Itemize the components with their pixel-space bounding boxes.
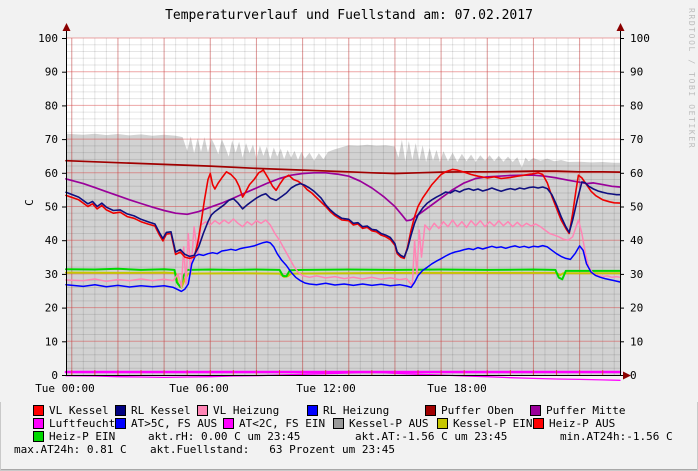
legend-label: Heiz-P AUS bbox=[549, 417, 616, 430]
svg-text:80: 80 bbox=[630, 99, 643, 112]
legend-label: AT<2C, FS EIN bbox=[239, 417, 326, 430]
legend-swatch bbox=[33, 431, 44, 442]
svg-text:70: 70 bbox=[45, 133, 58, 146]
legend-row: Heiz-P EIN akt.rH: 0.00 C um 23:45 akt.AT:… bbox=[0, 430, 698, 443]
legend-swatch bbox=[437, 418, 448, 429]
legend-label: RL Heizung bbox=[323, 404, 390, 417]
svg-text:0: 0 bbox=[630, 369, 637, 382]
legend-label: VL Heizung bbox=[213, 404, 280, 417]
legend-label: akt.rH: 0.00 C um 23:45 bbox=[148, 430, 301, 443]
svg-text:40: 40 bbox=[630, 234, 643, 247]
legend-item: Puffer Mitte bbox=[530, 404, 625, 417]
legend-label: Kessel-P AUS bbox=[349, 417, 429, 430]
legend-stat: akt.AT:-1.56 C um 23:45 bbox=[355, 430, 507, 443]
chart-legend: VL Kessel RL Kessel VL Heizung RL Heizung Pu… bbox=[0, 404, 698, 460]
svg-text:90: 90 bbox=[45, 66, 58, 79]
svg-text:20: 20 bbox=[630, 302, 643, 315]
svg-text:50: 50 bbox=[45, 201, 58, 214]
legend-item: AT>5C, FS AUS bbox=[115, 417, 217, 430]
hour-ticks bbox=[71, 370, 604, 375]
legend-swatch bbox=[425, 405, 436, 416]
series-vl_kessel bbox=[65, 168, 621, 260]
legend-label: max.AT24h: 0.81 C bbox=[14, 443, 127, 456]
legend-item: Heiz-P AUS bbox=[533, 417, 615, 430]
grid-major bbox=[66, 37, 620, 375]
chart-title: Temperaturverlauf und Fuellstand am: 07.… bbox=[165, 8, 533, 23]
series-rl_heizung bbox=[65, 241, 621, 293]
series-fuellstand bbox=[66, 133, 620, 375]
legend-label: Puffer Oben bbox=[441, 404, 514, 417]
axes bbox=[62, 30, 624, 376]
x-axis-label: Tue 18:00 bbox=[427, 382, 487, 395]
legend-swatch bbox=[115, 405, 126, 416]
legend-swatch bbox=[333, 418, 344, 429]
legend-swatch bbox=[530, 405, 541, 416]
legend-row: VL Kessel RL Kessel VL Heizung RL Heizung Pu… bbox=[0, 404, 698, 417]
legend-swatch bbox=[115, 418, 126, 429]
svg-text:80: 80 bbox=[45, 99, 58, 112]
x-axis-label: Tue 00:00 bbox=[35, 382, 95, 395]
svg-text:70: 70 bbox=[630, 133, 643, 146]
legend-item: VL Heizung bbox=[197, 404, 279, 417]
legend-swatch bbox=[223, 418, 234, 429]
legend-label: Kessel-P EIN bbox=[453, 417, 533, 430]
svg-text:60: 60 bbox=[630, 167, 643, 180]
series-aussentemperatur bbox=[65, 371, 621, 381]
legend-item: AT<2C, FS EIN bbox=[223, 417, 325, 430]
legend-item: Luftfeuchte bbox=[33, 417, 122, 430]
legend-item: Heiz-P EIN bbox=[33, 430, 115, 443]
legend-item: VL Kessel bbox=[33, 404, 109, 417]
series-puffer_oben bbox=[65, 159, 621, 175]
chart-canvas: 0 0 10 10 20 20 30 30 40 40 50 50 60 60 70 70 80 80 90 90 10… bbox=[35, 23, 650, 395]
legend-item: RL Heizung bbox=[307, 404, 389, 417]
series-vl_heizung bbox=[65, 218, 621, 289]
legend-swatch bbox=[533, 418, 544, 429]
legend-label: akt.Fuellstand: 63 Prozent um 23:45 bbox=[150, 443, 396, 456]
svg-text:90: 90 bbox=[630, 66, 643, 79]
y-axis-unit-label: C bbox=[22, 199, 36, 206]
legend-stat: min.AT24h:-1.56 C bbox=[560, 430, 673, 443]
legend-label: RL Kessel bbox=[131, 404, 191, 417]
legend-label: Heiz-P EIN bbox=[49, 430, 116, 443]
svg-text:40: 40 bbox=[45, 234, 58, 247]
legend-item: Kessel-P AUS bbox=[333, 417, 428, 430]
rrdtool-watermark: RRDTOOL / TOBI OETIKER bbox=[687, 8, 696, 150]
svg-text:30: 30 bbox=[630, 268, 643, 281]
series-heizp_ein bbox=[65, 267, 621, 288]
legend-label: akt.AT:-1.56 C um 23:45 bbox=[355, 430, 508, 443]
legend-swatch bbox=[307, 405, 318, 416]
series-rl_kessel bbox=[65, 181, 621, 258]
svg-text:20: 20 bbox=[45, 302, 58, 315]
legend-item: Puffer Oben bbox=[425, 404, 514, 417]
legend-label: AT>5C, FS AUS bbox=[131, 417, 218, 430]
svg-text:30: 30 bbox=[45, 268, 58, 281]
legend-stat: akt.Fuellstand: 63 Prozent um 23:45 bbox=[150, 443, 395, 456]
legend-stat: akt.rH: 0.00 C um 23:45 bbox=[148, 430, 300, 443]
svg-text:50: 50 bbox=[630, 201, 643, 214]
legend-label: Puffer Mitte bbox=[546, 404, 626, 417]
legend-swatch bbox=[197, 405, 208, 416]
axis-labels: 0 0 10 10 20 20 30 30 40 40 50 50 60 60 70 70 80 80 90 90 10… bbox=[35, 32, 650, 395]
legend-stat: max.AT24h: 0.81 C bbox=[14, 443, 127, 456]
legend-swatch bbox=[33, 405, 44, 416]
x-axis-label: Tue 12:00 bbox=[296, 382, 356, 395]
series-puffer_mitte bbox=[65, 171, 621, 222]
axis-arrows bbox=[62, 23, 631, 380]
legend-item: Kessel-P EIN bbox=[437, 417, 532, 430]
legend-item: RL Kessel bbox=[115, 404, 191, 417]
svg-text:10: 10 bbox=[45, 335, 58, 348]
legend-row: Luftfeuchte AT>5C, FS AUS AT<2C, FS EIN Kes… bbox=[0, 417, 698, 430]
x-axis-label: Tue 06:00 bbox=[169, 382, 229, 395]
legend-label: min.AT24h:-1.56 C bbox=[560, 430, 673, 443]
svg-text:0: 0 bbox=[51, 369, 58, 382]
legend-row: max.AT24h: 0.81 C akt.Fuellstand: 63 Proz… bbox=[0, 443, 698, 456]
svg-text:100: 100 bbox=[38, 32, 58, 45]
svg-text:10: 10 bbox=[630, 335, 643, 348]
legend-label: Luftfeuchte bbox=[49, 417, 122, 430]
legend-label: VL Kessel bbox=[49, 404, 109, 417]
svg-text:100: 100 bbox=[630, 32, 650, 45]
legend-swatch bbox=[33, 418, 44, 429]
svg-text:60: 60 bbox=[45, 167, 58, 180]
